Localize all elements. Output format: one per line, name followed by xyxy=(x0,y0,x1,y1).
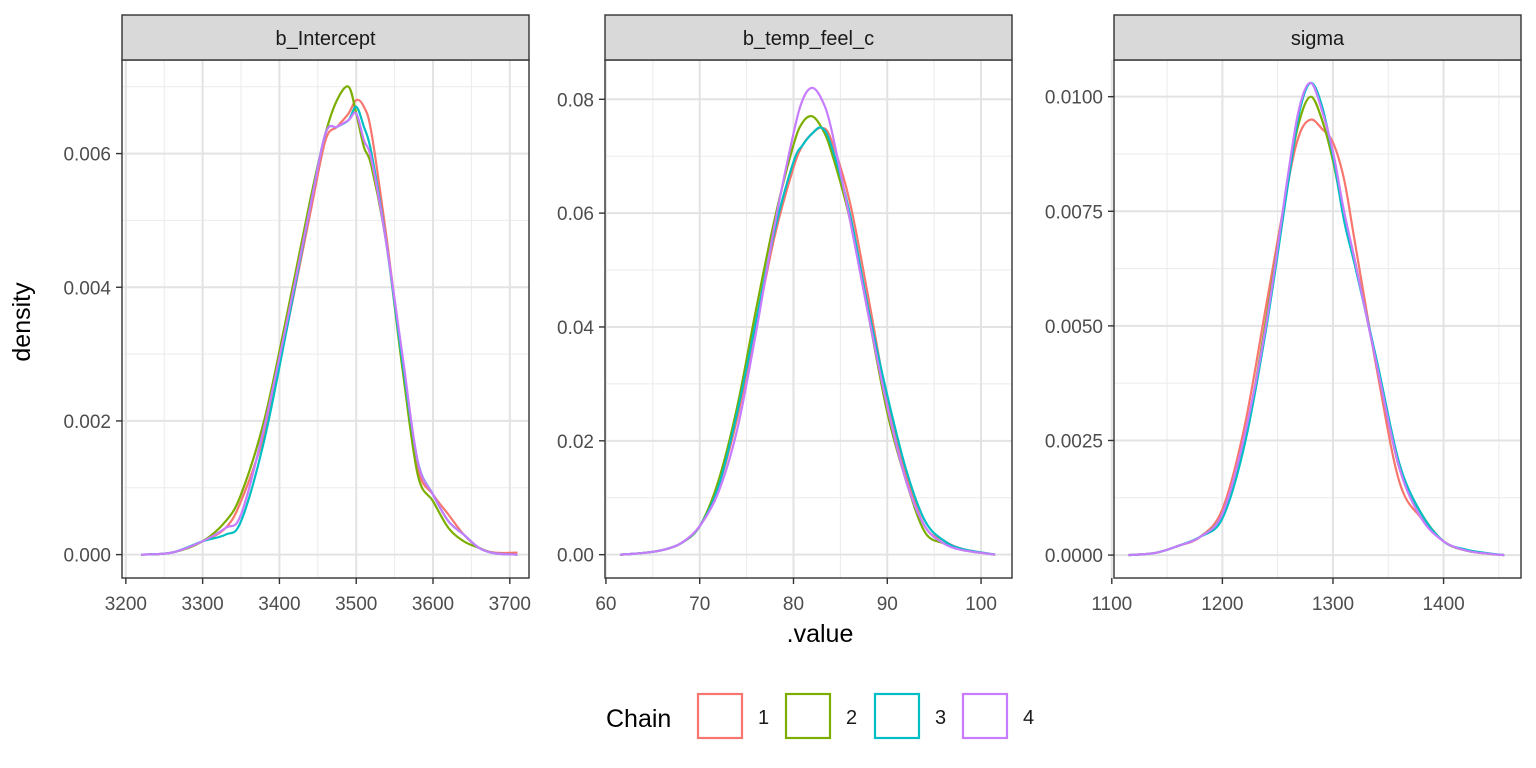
x-tick-label: 60 xyxy=(595,594,616,615)
legend-key xyxy=(696,692,744,740)
legend-key xyxy=(873,692,921,740)
x-tick-label: 3200 xyxy=(105,594,147,615)
panel-background xyxy=(122,60,529,578)
y-tick-label: 0.0000 xyxy=(1045,546,1103,567)
x-tick-label: 3400 xyxy=(258,594,300,615)
density-line-chain-4 xyxy=(1128,81,1505,557)
x-axis-title: .value xyxy=(787,620,854,648)
legend-entry-chain-3: 3 xyxy=(873,692,946,740)
legend-label: 3 xyxy=(935,707,946,729)
facet-strip xyxy=(604,14,1013,61)
x-tick-label: 3300 xyxy=(181,594,223,615)
y-tick-label: 0.004 xyxy=(63,278,111,299)
density-curves xyxy=(141,85,518,556)
y-tick-label: 0.06 xyxy=(557,204,594,225)
legend-key xyxy=(784,692,832,740)
facet-strip xyxy=(121,14,530,61)
y-tick-label: 0.0075 xyxy=(1045,202,1103,223)
density-line-chain-4 xyxy=(141,111,518,556)
density-line-chain-1 xyxy=(141,98,518,556)
x-tick-label: 1300 xyxy=(1312,594,1354,615)
x-tick-label: 1400 xyxy=(1422,594,1464,615)
y-tick-label: 0.0025 xyxy=(1045,431,1103,452)
x-tick-label: 1100 xyxy=(1091,594,1132,615)
density-line-chain-4 xyxy=(619,86,996,556)
density-curves xyxy=(619,86,996,556)
legend-entry-chain-1: 1 xyxy=(696,692,769,740)
legend-entry-chain-4: 4 xyxy=(961,692,1034,740)
facet-strip xyxy=(1113,14,1522,61)
legend-label: 1 xyxy=(758,707,769,729)
x-tick-label: 3700 xyxy=(489,594,531,615)
x-tick-label: 80 xyxy=(783,594,804,615)
y-tick-label: 0.0100 xyxy=(1045,88,1103,109)
y-tick-label: 0.00 xyxy=(557,546,594,567)
panel-background xyxy=(605,60,1012,578)
x-tick-label: 100 xyxy=(965,594,997,615)
y-tick-label: 0.002 xyxy=(63,412,111,433)
legend-label: 2 xyxy=(846,707,857,729)
x-tick-label: 1200 xyxy=(1201,594,1243,615)
facet-panel-3: sigma 1100 1200 1300 1400 0.0000 0.0025 0.0050 0… xyxy=(1045,14,1522,615)
facet-panel-2: b_temp_feel_c 60 70 80 90 100 0.00 0.02 0.04 0.06… xyxy=(557,14,1013,615)
density-line-chain-3 xyxy=(1128,81,1505,557)
facet-strip-label: sigma xyxy=(1291,28,1345,50)
density-curves xyxy=(1128,81,1505,557)
legend: Chain 1 2 3 4 xyxy=(606,692,1034,740)
x-tick-label: 3600 xyxy=(412,594,454,615)
y-tick-label: 0.04 xyxy=(557,318,594,339)
legend-label: 4 xyxy=(1023,707,1034,729)
x-tick-label: 70 xyxy=(689,594,710,615)
x-tick-label: 90 xyxy=(877,594,898,615)
y-tick-label: 0.0050 xyxy=(1045,317,1103,338)
legend-items: 1 2 3 4 xyxy=(696,692,1034,740)
x-tick-label: 3500 xyxy=(335,594,377,615)
facet-strip-label: b_temp_feel_c xyxy=(743,28,874,50)
y-tick-label: 0.006 xyxy=(63,145,111,166)
panel-background xyxy=(1114,60,1521,578)
y-tick-label: 0.08 xyxy=(557,90,594,111)
facet-panel-1: b_Intercept 3200 3300 3400 3500 3600 3700 0.000… xyxy=(63,14,531,615)
legend-title: Chain xyxy=(606,705,671,733)
legend-key xyxy=(961,692,1009,740)
y-axis-title: density xyxy=(8,282,36,362)
legend-entry-chain-2: 2 xyxy=(784,692,857,740)
y-tick-label: 0.02 xyxy=(557,432,594,453)
facet-strip-label: b_Intercept xyxy=(275,28,376,50)
y-tick-label: 0.000 xyxy=(63,546,111,567)
